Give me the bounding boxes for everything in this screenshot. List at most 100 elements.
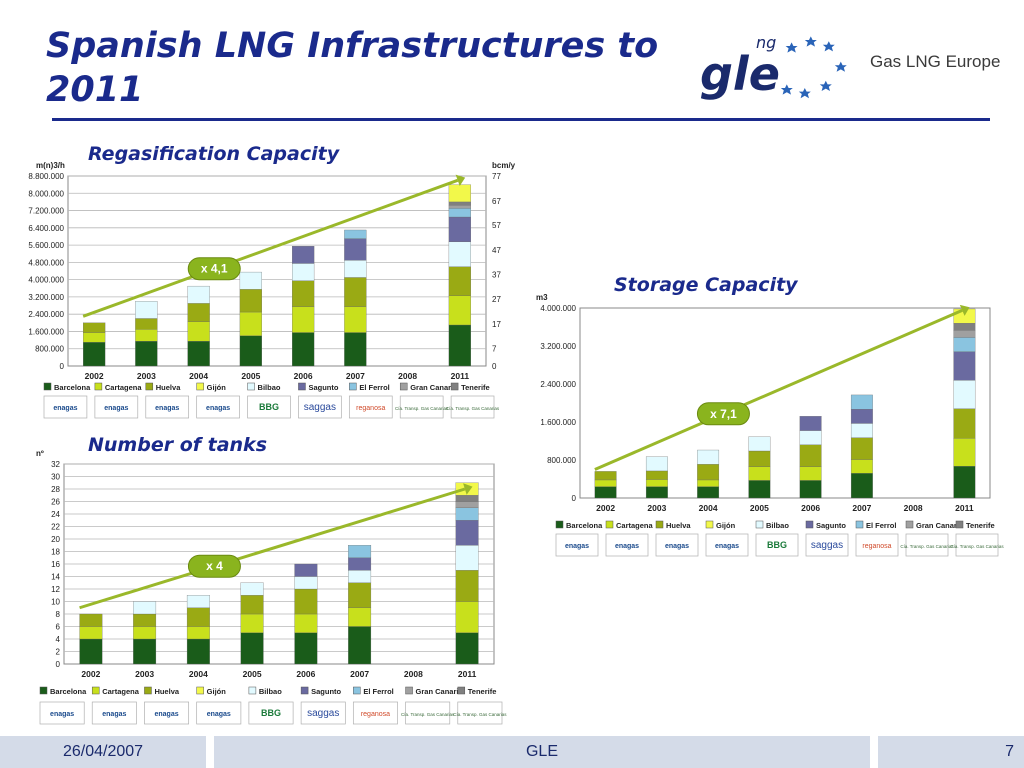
- company-logo: enagas: [655, 533, 699, 557]
- y-tick-label: 0: [56, 660, 61, 669]
- multiplier-label: x 4,1: [201, 262, 228, 276]
- footer-date: 26/04/2007: [0, 736, 206, 768]
- bar-el-ferrol: [455, 507, 479, 521]
- bar-cartagena: [799, 466, 822, 481]
- legend-label: Cartagena: [105, 383, 143, 392]
- legend-label: Gijón: [207, 687, 227, 696]
- bar-sagunto: [348, 557, 372, 571]
- x-tick-label: 2003: [135, 669, 154, 679]
- y-tick-label: 4.000.000: [28, 276, 64, 285]
- legend-swatch: [39, 686, 48, 695]
- y2-tick-label: 67: [492, 197, 501, 206]
- logo-text: reganosa: [862, 543, 891, 550]
- x-tick-label: 2002: [596, 503, 615, 513]
- company-logo: Cía. Transp. Gas Canarias: [446, 395, 500, 419]
- logo-frame: [755, 533, 799, 557]
- footer-date-text: 26/04/2007: [62, 743, 144, 760]
- company-logo: Cía. Transp. Gas Canarias: [395, 395, 449, 419]
- x-tick-label: 2006: [801, 503, 820, 513]
- logo-frame: [39, 701, 85, 725]
- company-logo: Cía. Transp. Gas Canarias: [900, 533, 954, 557]
- legend-label: Huelva: [156, 383, 181, 392]
- logo-text: enagas: [207, 711, 231, 718]
- company-logo: enagas: [605, 533, 649, 557]
- y2-tick-label: 0: [492, 362, 497, 371]
- legend-swatch: [450, 382, 459, 391]
- bar-sagunto: [448, 216, 471, 243]
- bar-bilbao: [186, 595, 210, 608]
- legend-swatch: [43, 382, 52, 391]
- logo-text: Cía. Transp. Gas Canarias: [401, 712, 455, 717]
- logo-frame: [94, 395, 139, 419]
- y-tick-label: 4: [56, 635, 61, 644]
- logo-frame: [144, 701, 190, 725]
- bar-barcelona: [83, 342, 106, 367]
- logo-frame: [248, 701, 294, 725]
- trend-arrow: [79, 487, 466, 610]
- multiplier-label: x 4: [206, 559, 223, 573]
- logo-text: Cía. Transp. Gas Canarias: [453, 712, 507, 717]
- bar-el-ferrol: [448, 208, 471, 218]
- x-tick-label: 2004: [699, 503, 718, 513]
- y-tick-label: 32: [51, 460, 60, 469]
- logo-frame: [405, 701, 451, 725]
- legend-label: Tenerife: [468, 687, 497, 696]
- multiplier-label: x 7,1: [710, 407, 737, 421]
- x-tick-label: 2006: [294, 371, 313, 381]
- y-tick-label: 2.400.000: [540, 380, 576, 389]
- legend-swatch: [955, 520, 964, 529]
- bar-cartagena: [240, 613, 264, 633]
- y-tick-label: 3.200.000: [28, 293, 64, 302]
- bar-bilbao: [748, 436, 771, 452]
- chart-title: Storage Capacity: [614, 274, 798, 296]
- bar-bilbao: [135, 301, 158, 319]
- logo-frame: [655, 533, 699, 557]
- logo-text: enagas: [154, 711, 178, 718]
- logo-frame: [855, 533, 899, 557]
- logo-frame: [450, 395, 495, 419]
- bar-barcelona: [186, 638, 210, 665]
- bar-cartagena: [186, 626, 210, 640]
- bar-bilbao: [294, 576, 318, 590]
- y-tick-label: 12: [51, 585, 60, 594]
- legend-label: Gran Canaria: [916, 521, 964, 530]
- y2-tick-label: 47: [492, 246, 501, 255]
- bar-barcelona: [187, 341, 210, 367]
- logo-superscript: ng: [756, 33, 776, 52]
- logo-text: enagas: [50, 711, 74, 718]
- company-logo: reganosa: [348, 395, 393, 419]
- logo-text: enagas: [615, 543, 639, 550]
- legend-label: Huelva: [666, 521, 691, 530]
- bar-huelva: [645, 470, 668, 480]
- company-logo: Cía. Transp. Gas Canarias: [453, 701, 507, 725]
- bar-cartagena: [292, 306, 315, 333]
- logo-text: BBG: [259, 402, 279, 412]
- bar-cartagena: [344, 306, 367, 333]
- bar-barcelona: [748, 480, 771, 499]
- bar-cartagena: [697, 479, 720, 487]
- bar-huelva: [448, 266, 471, 296]
- bar-cartagena: [135, 329, 158, 342]
- bar-gran-canaria: [448, 204, 471, 209]
- logo-frame: [955, 533, 999, 557]
- legend-swatch: [405, 686, 413, 695]
- bar-huelva: [83, 322, 106, 333]
- y2-tick-label: 17: [492, 320, 501, 329]
- bar-huelva: [850, 437, 873, 460]
- bar-tenerife: [448, 201, 471, 206]
- company-logo: reganosa: [855, 533, 899, 557]
- logo-frame: [399, 395, 444, 419]
- legend-swatch: [91, 686, 100, 695]
- bar-cartagena: [133, 626, 157, 640]
- page-number: 7: [1005, 743, 1014, 760]
- bar-sagunto: [850, 409, 873, 424]
- y-tick-label: 6.400.000: [28, 224, 64, 233]
- legend-label: Barcelona: [50, 687, 87, 696]
- legend-label: Tenerife: [461, 383, 490, 392]
- x-tick-label: 2004: [189, 669, 208, 679]
- gle-logo-mark: gle ng: [700, 33, 847, 101]
- bar-bilbao: [448, 241, 471, 267]
- company-logo: BBG: [755, 533, 799, 557]
- chart-svg: 0 800.000 1.600.000 2.400.000 3.200.000 4.000…: [28, 161, 516, 419]
- y-tick-label: 14: [51, 573, 60, 582]
